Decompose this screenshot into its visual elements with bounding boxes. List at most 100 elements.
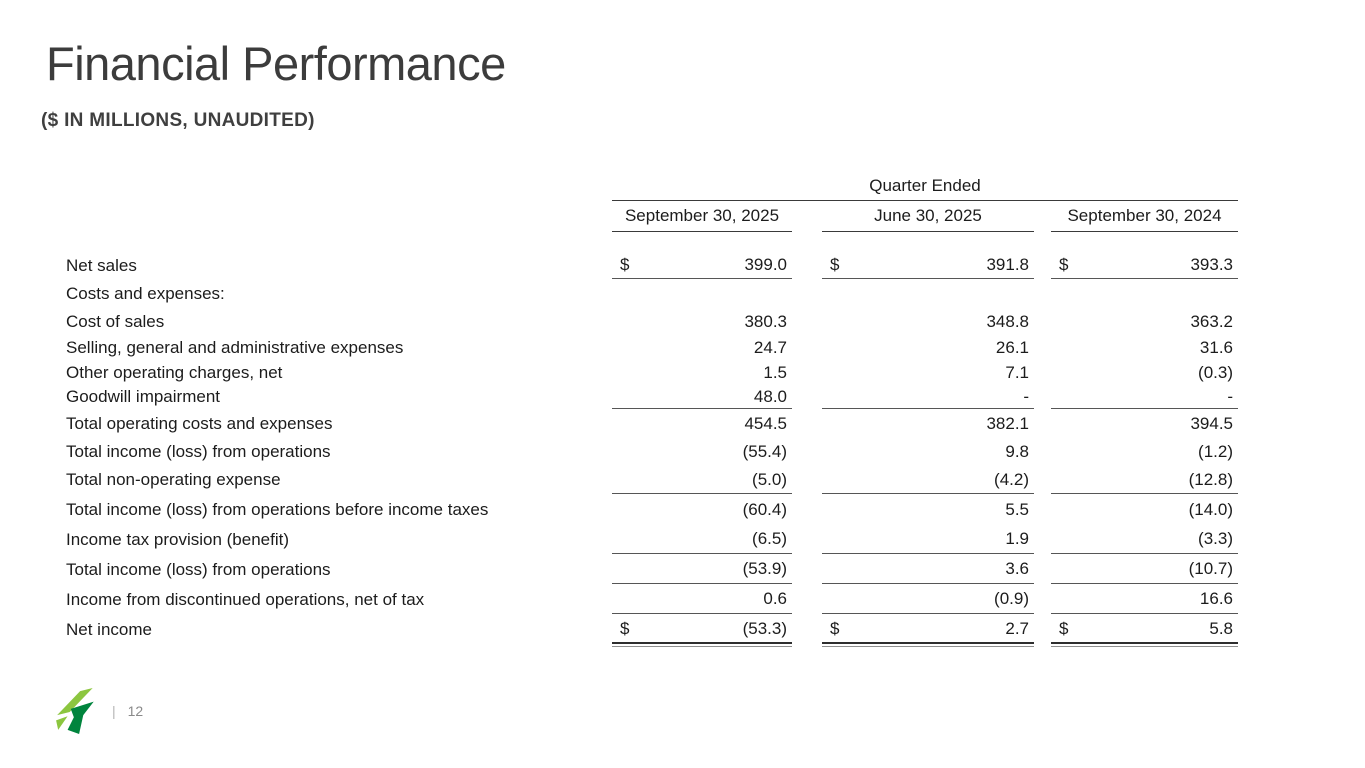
- value-cell: 382.1: [822, 409, 1034, 437]
- page-number-value: 12: [127, 703, 144, 719]
- value: 363.2: [1190, 311, 1233, 331]
- table-row: Net sales $399.0 $391.8 $393.3: [65, 251, 1238, 279]
- page-number: | 12: [112, 703, 143, 719]
- row-label: Net sales: [66, 255, 137, 275]
- slide-footer: | 12: [56, 688, 143, 734]
- value-cell: -: [1051, 384, 1238, 409]
- row-label: Income tax provision (benefit): [66, 529, 289, 549]
- header-body-spacer: [65, 231, 1238, 251]
- table-row: Total operating costs and expenses 454.5…: [65, 409, 1238, 437]
- value-cell: $393.3: [1051, 251, 1238, 279]
- value: 382.1: [986, 413, 1029, 433]
- row-label: Cost of sales: [66, 311, 165, 331]
- row-label: Income from discontinued operations, net…: [66, 589, 425, 609]
- value-cell: 363.2: [1051, 307, 1238, 335]
- dollar-sign: $: [620, 618, 630, 638]
- value: 393.3: [1190, 255, 1233, 274]
- value: (60.4): [742, 499, 787, 519]
- row-label: Total income (loss) from operations: [66, 441, 331, 461]
- row-label: Goodwill impairment: [66, 387, 220, 406]
- value-cell: 1.9: [822, 524, 1034, 554]
- dollar-sign: $: [620, 255, 630, 274]
- value-cell: 24.7: [612, 335, 792, 360]
- column-header: September 30, 2024: [1051, 200, 1238, 232]
- value-cell: 348.8: [822, 307, 1034, 335]
- value: (5.0): [752, 469, 787, 489]
- value: 48.0: [753, 386, 787, 406]
- value-cell: 31.6: [1051, 335, 1238, 360]
- value-cell: 0.6: [612, 584, 792, 614]
- row-label: Costs and expenses:: [66, 283, 225, 303]
- dollar-sign: $: [1059, 618, 1069, 638]
- value-cell: 1.5: [612, 360, 792, 384]
- value-cell: (1.2): [1051, 437, 1238, 465]
- value: 26.1: [995, 338, 1029, 357]
- value: 2.7: [1005, 618, 1029, 638]
- value-cell: $5.8: [1051, 614, 1238, 647]
- column-header: September 30, 2025: [612, 200, 792, 232]
- value: 1.5: [763, 362, 787, 382]
- value-cell: (60.4): [612, 494, 792, 524]
- value: (12.8): [1188, 469, 1233, 489]
- value-cell: [612, 279, 792, 307]
- table-row: Selling, general and administrative expe…: [65, 335, 1238, 360]
- row-label: Net income: [66, 619, 152, 639]
- table-column-header-row: September 30, 2025 June 30, 2025 Septemb…: [65, 200, 1238, 232]
- row-label: Total operating costs and expenses: [66, 413, 333, 433]
- value: 3.6: [1005, 559, 1029, 578]
- page-subtitle: ($ IN MILLIONS, UNAUDITED): [41, 110, 315, 131]
- value-cell: $391.8: [822, 251, 1034, 279]
- value-cell: [1051, 279, 1238, 307]
- table-row: Total income (loss) from operations (53.…: [65, 554, 1238, 584]
- row-label: Total non-operating expense: [66, 470, 281, 489]
- value: 16.6: [1199, 589, 1233, 608]
- page-number-divider: |: [112, 703, 116, 719]
- value: (14.0): [1188, 499, 1233, 519]
- value: 5.8: [1209, 618, 1233, 638]
- value-cell: 5.5: [822, 494, 1034, 524]
- dollar-sign: $: [830, 255, 840, 274]
- financial-table: Quarter Ended September 30, 2025 June 30…: [65, 172, 1238, 647]
- value-cell: (14.0): [1051, 494, 1238, 524]
- row-label: Selling, general and administrative expe…: [66, 338, 404, 357]
- value-cell: (6.5): [612, 524, 792, 554]
- value-cell: 9.8: [822, 437, 1034, 465]
- dollar-sign: $: [830, 618, 840, 638]
- dollar-sign: $: [1059, 255, 1069, 274]
- table-row: Goodwill impairment 48.0 - -: [65, 384, 1238, 409]
- value: -: [1023, 386, 1029, 406]
- table-group-header-row: Quarter Ended: [65, 172, 1238, 201]
- value-cell: $399.0: [612, 251, 792, 279]
- value-cell: (10.7): [1051, 554, 1238, 584]
- group-header: Quarter Ended: [612, 172, 1238, 201]
- value-cell: (0.9): [822, 584, 1034, 614]
- value-cell: (3.3): [1051, 524, 1238, 554]
- value-cell: -: [822, 384, 1034, 409]
- value-cell: (53.9): [612, 554, 792, 584]
- value: (0.9): [994, 589, 1029, 608]
- page-title: Financial Performance: [46, 37, 506, 90]
- value: (0.3): [1198, 362, 1233, 382]
- value: 9.8: [1005, 441, 1029, 461]
- table-row: Total income (loss) from operations befo…: [65, 494, 1238, 524]
- column-header: June 30, 2025: [822, 200, 1034, 232]
- value-cell: (0.3): [1051, 360, 1238, 384]
- value-cell: (4.2): [822, 465, 1034, 494]
- company-logo-icon: [56, 688, 94, 734]
- value: (53.9): [742, 559, 787, 578]
- value: 1.9: [1005, 529, 1029, 548]
- table-row: Income tax provision (benefit) (6.5) 1.9…: [65, 524, 1238, 554]
- value: 348.8: [986, 311, 1029, 331]
- value: 394.5: [1190, 413, 1233, 433]
- value: 454.5: [744, 413, 787, 433]
- table-row: Total non-operating expense (5.0) (4.2) …: [65, 465, 1238, 494]
- table-row: Costs and expenses:: [65, 279, 1238, 307]
- value-cell: 3.6: [822, 554, 1034, 584]
- value-cell: 454.5: [612, 409, 792, 437]
- value: 399.0: [744, 255, 787, 274]
- value-cell: 380.3: [612, 307, 792, 335]
- value: (4.2): [994, 469, 1029, 489]
- value-cell: (12.8): [1051, 465, 1238, 494]
- value-cell: (5.0): [612, 465, 792, 494]
- value: (53.3): [742, 618, 787, 638]
